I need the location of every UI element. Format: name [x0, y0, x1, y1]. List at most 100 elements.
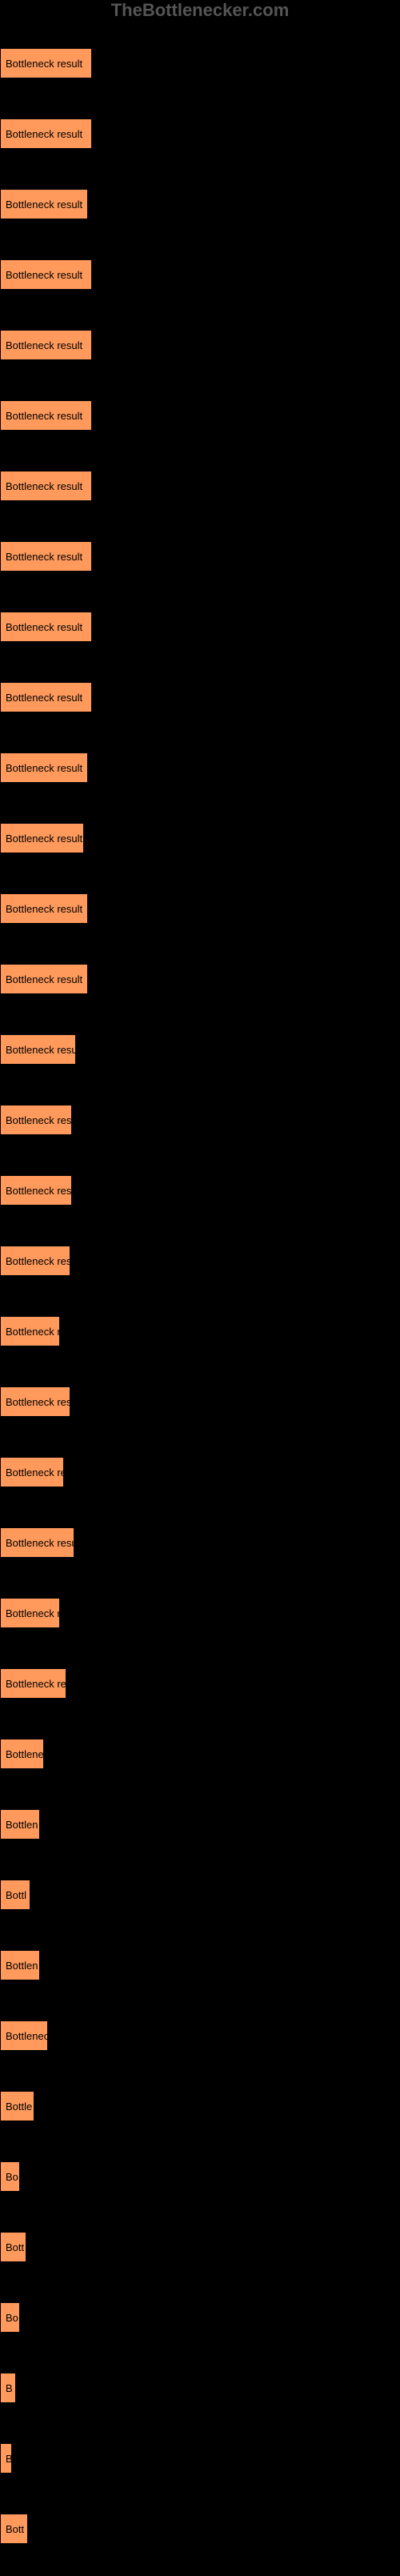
bar-row: Bottlene	[0, 1715, 400, 1785]
bar: Bottleneck re	[0, 1316, 60, 1346]
bar: Bottleneck result	[0, 893, 88, 924]
bar-row: Bottleneck result	[0, 940, 400, 1010]
bar-row: Bottleneck result	[0, 24, 400, 94]
bar: Bottleneck result	[0, 400, 92, 431]
bar-row: Bottleneck result	[0, 376, 400, 447]
bar-row: Bottleneck result	[0, 1362, 400, 1433]
bar-row: Bottleneck result	[0, 1503, 400, 1574]
bar: Bottleneck result	[0, 48, 92, 78]
bar-label: Bottleneck result	[6, 692, 82, 704]
bar-row: Bottl	[0, 1856, 400, 1926]
bar-row: Bottleneck result	[0, 869, 400, 940]
bar-label: Bo	[6, 2171, 18, 2183]
bar-row: Bottleneck result	[0, 799, 400, 869]
bar-label: Bottleneck result	[6, 339, 82, 351]
bar: Bottleneck result	[0, 612, 92, 642]
bar: Bottleneck result	[0, 118, 92, 149]
bar-row: Bottleneck resu	[0, 1644, 400, 1715]
bar-label: Bottleneck result	[6, 128, 82, 140]
bar: Bottleneck result	[0, 682, 92, 712]
bar-label: Bottleneck result	[6, 621, 82, 633]
bar-row: Bo	[0, 2278, 400, 2349]
watermark-text: TheBottlenecker.com	[111, 0, 290, 21]
bar-label: Bottleneck result	[6, 551, 82, 563]
bar-label: Bottleneck result	[6, 833, 82, 845]
bar-label: Bott	[6, 2523, 24, 2535]
bar-label: Bott	[6, 2241, 24, 2253]
bar-row: Bott	[0, 2208, 400, 2278]
bar-label: Bottlene	[6, 1748, 44, 1760]
bar-row: Bottlenec	[0, 1996, 400, 2067]
bar: B	[0, 2443, 12, 2474]
bar: Bottle	[0, 2091, 34, 2121]
bar: Bottlene	[0, 1739, 44, 1769]
bar-row: Bottleneck result	[0, 728, 400, 799]
bar: Bottleneck result	[0, 823, 84, 853]
bar-label: Bottleneck result	[6, 1044, 76, 1056]
bar: Bottleneck result	[0, 1527, 74, 1558]
bar: Bottl	[0, 1880, 30, 1910]
bar-label: Bottleneck result	[6, 973, 82, 985]
bar: Bottleneck resu	[0, 1668, 66, 1699]
bar-row: Bottleneck result	[0, 588, 400, 658]
bar-row: Bottleneck result	[0, 517, 400, 588]
bar-label: B	[6, 2382, 13, 2394]
bar-label: Bottleneck result	[6, 1185, 72, 1197]
bar-row: Bo	[0, 2137, 400, 2208]
bar-row: Bottleneck result	[0, 1010, 400, 1081]
bar-label: Bottleneck result	[6, 1537, 74, 1549]
bar-chart: Bottleneck result Bottleneck result Bottle…	[0, 0, 400, 2576]
bar-row: B	[0, 2349, 400, 2419]
bar-row: Bottleneck result	[0, 235, 400, 306]
bar-label: Bottleneck result	[6, 762, 82, 774]
bar-label: Bottleneck result	[6, 58, 82, 70]
bar-row: B	[0, 2419, 400, 2490]
bar-label: Bottleneck result	[6, 480, 82, 492]
bar: Bottlenec	[0, 2020, 48, 2051]
bar-label: Bottleneck result	[6, 410, 82, 422]
bar-label: Bottleneck result	[6, 269, 82, 281]
bar: Bottleneck result	[0, 1246, 70, 1276]
bar: Bo	[0, 2161, 20, 2192]
bar-label: Bottlen	[6, 1819, 38, 1831]
bar-row: Bott	[0, 2490, 400, 2560]
bar-label: Bottleneck re	[6, 1607, 60, 1619]
bar-label: Bottlenec	[6, 2030, 48, 2042]
bar-label: Bottleneck resu	[6, 1678, 66, 1690]
bar-row: Bottleneck result	[0, 1222, 400, 1292]
bar: Bottleneck result	[0, 259, 92, 290]
bar: Bottleneck re	[0, 1598, 60, 1628]
bar-row: Bottleneck re	[0, 1574, 400, 1644]
bar-label: Bo	[6, 2312, 18, 2324]
bar-label: Bottleneck result	[6, 1114, 72, 1126]
bar-label: Bottleneck result	[6, 1396, 70, 1408]
bar-row: Bottleneck result	[0, 658, 400, 728]
bar: Bottleneck result	[0, 471, 92, 501]
bar-label: Bottleneck result	[6, 199, 82, 211]
bar-row: Bottleneck result	[0, 306, 400, 376]
bar-row: Bottleneck resu	[0, 1433, 400, 1503]
bar-row: Bottleneck result	[0, 1151, 400, 1222]
bar-label: Bottleneck resu	[6, 1467, 64, 1479]
bar: Bottlen	[0, 1950, 40, 1980]
bar: Bottleneck result	[0, 541, 92, 572]
bar-row: Bottleneck result	[0, 1081, 400, 1151]
bar-label: B	[6, 2453, 12, 2465]
bar: Bottleneck result	[0, 1105, 72, 1135]
bar: Bottleneck result	[0, 1386, 70, 1417]
bar-label: Bottleneck result	[6, 903, 82, 915]
bar-row: Bottleneck result	[0, 94, 400, 165]
bar-label: Bottle	[6, 2101, 32, 2113]
bar: Bottleneck result	[0, 1034, 76, 1065]
bar-label: Bottlen	[6, 1960, 38, 1972]
bar: Bo	[0, 2302, 20, 2333]
bar-row: Bottleneck result	[0, 447, 400, 517]
bar: Bottleneck result	[0, 964, 88, 994]
bar-row: Bottleneck re	[0, 1292, 400, 1362]
bar-label: Bottleneck result	[6, 1255, 70, 1267]
bar-label: Bottl	[6, 1889, 26, 1901]
bar: Bottleneck result	[0, 189, 88, 219]
bar: Bottleneck result	[0, 1175, 72, 1206]
bar-row: Bottlen	[0, 1785, 400, 1856]
bar: Bottleneck result	[0, 752, 88, 783]
